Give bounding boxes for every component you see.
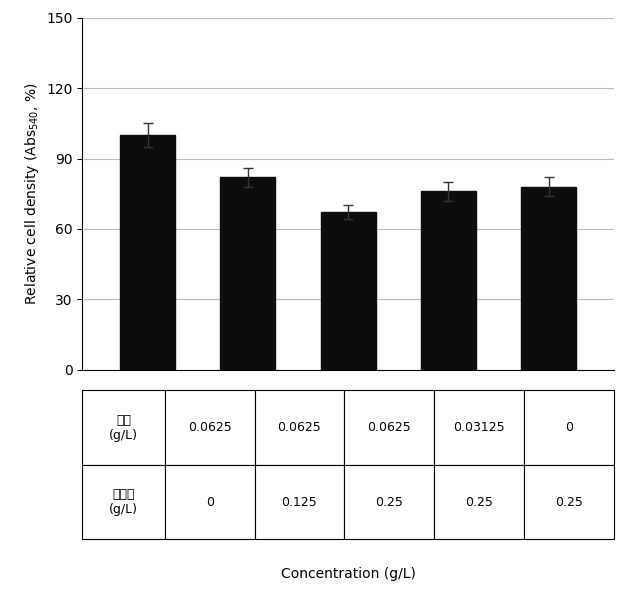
- Bar: [421, 191, 476, 370]
- Text: 0.0625: 0.0625: [188, 421, 232, 434]
- Text: 계피
(g/L): 계피 (g/L): [109, 414, 138, 442]
- Text: 0.0625: 0.0625: [278, 421, 322, 434]
- Text: 0.0625: 0.0625: [368, 421, 411, 434]
- Bar: [320, 212, 376, 370]
- Text: 0.25: 0.25: [465, 496, 493, 508]
- Text: 0: 0: [206, 496, 213, 508]
- Text: 석창포
(g/L): 석창포 (g/L): [109, 488, 138, 516]
- Text: 0.03125: 0.03125: [453, 421, 505, 434]
- Text: 0.25: 0.25: [375, 496, 403, 508]
- Bar: [521, 187, 577, 370]
- Text: 0: 0: [565, 421, 573, 434]
- Text: Concentration (g/L): Concentration (g/L): [280, 567, 416, 581]
- Text: 0.125: 0.125: [282, 496, 317, 508]
- Bar: [220, 177, 275, 370]
- Text: 0.25: 0.25: [555, 496, 583, 508]
- Bar: [120, 135, 175, 370]
- Y-axis label: Relative cell density (Abs$_{540}$, %): Relative cell density (Abs$_{540}$, %): [23, 82, 41, 305]
